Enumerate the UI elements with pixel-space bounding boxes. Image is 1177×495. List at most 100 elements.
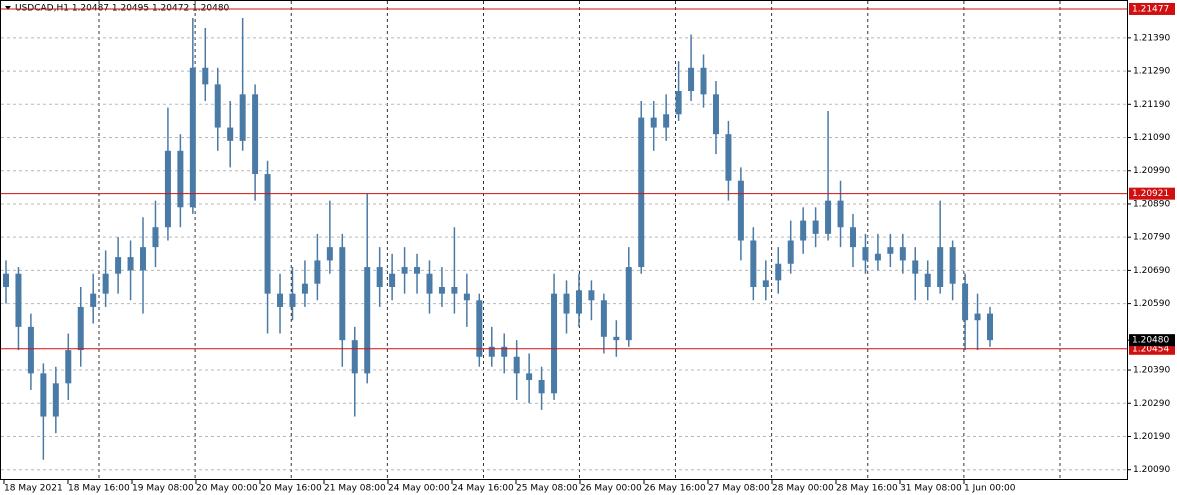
y-tick-label: 1.21090 — [1133, 133, 1170, 143]
candle-body — [376, 267, 383, 288]
x-tick-label: 26 May 00:00 — [580, 484, 642, 494]
menu-arrow — [5, 6, 11, 10]
candle-body — [663, 114, 670, 128]
candle-body — [625, 267, 632, 341]
candle-body — [227, 127, 234, 141]
candle-body — [538, 380, 545, 394]
x-tick-label: 1 Jun 00:00 — [964, 484, 1016, 494]
x-tick-label: 18 May 2021 — [4, 484, 63, 494]
x-tick-label: 20 May 00:00 — [196, 484, 258, 494]
candle-body — [202, 67, 209, 85]
y-tick-label: 1.20190 — [1133, 432, 1170, 442]
candle-body — [962, 283, 969, 321]
candle-body — [526, 373, 533, 381]
candle-body — [575, 290, 582, 314]
candle-body — [762, 280, 769, 288]
x-tick-label: 18 May 16:00 — [68, 484, 130, 494]
y-tick-label: 1.20090 — [1133, 465, 1170, 475]
candle-body — [638, 117, 645, 268]
candle-body — [301, 283, 308, 294]
plot-frame — [0, 0, 1128, 480]
candle-body — [737, 180, 744, 241]
candle-body — [650, 117, 657, 128]
candle-body — [339, 247, 346, 341]
x-tick-label: 28 May 00:00 — [772, 484, 834, 494]
candle-body — [949, 247, 956, 284]
candle-body — [812, 220, 819, 234]
x-tick-label: 25 May 08:00 — [516, 484, 578, 494]
candle-body — [750, 240, 757, 288]
candle-body — [3, 273, 9, 288]
price-label-box — [1129, 187, 1175, 200]
candle-body — [277, 293, 284, 307]
x-tick-label: 27 May 08:00 — [708, 484, 770, 494]
y-tick-label: 1.20690 — [1133, 266, 1170, 276]
candle-body — [800, 220, 807, 241]
candle-body — [700, 67, 707, 95]
candle-body — [837, 200, 844, 228]
candle-body — [252, 94, 259, 175]
x-tick-label: 31 May 08:00 — [900, 484, 962, 494]
current-price-label: 1.20480 — [1132, 336, 1169, 346]
candle-body — [189, 67, 196, 208]
candle-body — [787, 240, 794, 264]
y-tick-label: 1.20290 — [1133, 399, 1170, 409]
candle-body — [426, 273, 433, 294]
price-label-box — [1129, 2, 1175, 15]
candle-body — [364, 267, 371, 374]
candle-body — [140, 247, 147, 271]
y-tick-label: 1.21390 — [1133, 33, 1170, 43]
x-tick-label: 24 May 16:00 — [452, 484, 514, 494]
candle-body — [177, 150, 184, 208]
x-tick-label: 21 May 08:00 — [324, 484, 386, 494]
x-tick-label: 20 May 16:00 — [260, 484, 322, 494]
candle-body — [401, 267, 408, 274]
x-tick-label: 19 May 08:00 — [132, 484, 194, 494]
y-tick-label: 1.20390 — [1133, 366, 1170, 376]
candle-body — [899, 247, 906, 261]
candle-body — [164, 150, 171, 228]
price-label: 1.21477 — [1132, 4, 1169, 14]
y-tick-label: 1.20990 — [1133, 166, 1170, 176]
candle-body — [887, 247, 894, 254]
candle-body — [513, 356, 520, 374]
candle-body — [389, 273, 396, 288]
candle-body — [115, 257, 122, 274]
candle-body — [937, 247, 944, 288]
x-tick-label: 24 May 00:00 — [388, 484, 450, 494]
candle-body — [849, 227, 856, 248]
x-tick-label: 26 May 16:00 — [644, 484, 706, 494]
y-tick-label: 1.21190 — [1133, 100, 1170, 110]
candle-body — [501, 346, 508, 357]
y-tick-label: 1.21290 — [1133, 67, 1170, 77]
candle-body — [451, 287, 458, 294]
candle-body — [912, 260, 919, 274]
candle-body — [488, 346, 495, 357]
candle-body — [438, 287, 445, 294]
candle-body — [600, 300, 607, 337]
candle-body — [102, 273, 109, 294]
candle-body — [239, 94, 246, 141]
candle-body — [15, 273, 22, 327]
price-label: 1.20921 — [1132, 189, 1169, 199]
candle-body — [613, 336, 620, 341]
candle-body — [77, 306, 84, 351]
candle-body — [314, 260, 321, 284]
candle-body — [52, 383, 59, 417]
y-tick-label: 1.20890 — [1133, 199, 1170, 209]
x-tick-label: 28 May 16:00 — [836, 484, 898, 494]
candle-body — [289, 293, 296, 307]
candle-body — [924, 273, 931, 288]
candle-body — [775, 263, 782, 281]
y-tick-label: 1.20590 — [1133, 299, 1170, 309]
candle-body — [127, 257, 134, 271]
candle-body — [987, 313, 993, 341]
candle-body — [974, 313, 981, 321]
candle-body — [90, 293, 97, 307]
candle-body — [688, 67, 695, 92]
candle-body — [326, 247, 333, 261]
candle-body — [862, 247, 869, 261]
candle-body — [476, 300, 483, 357]
